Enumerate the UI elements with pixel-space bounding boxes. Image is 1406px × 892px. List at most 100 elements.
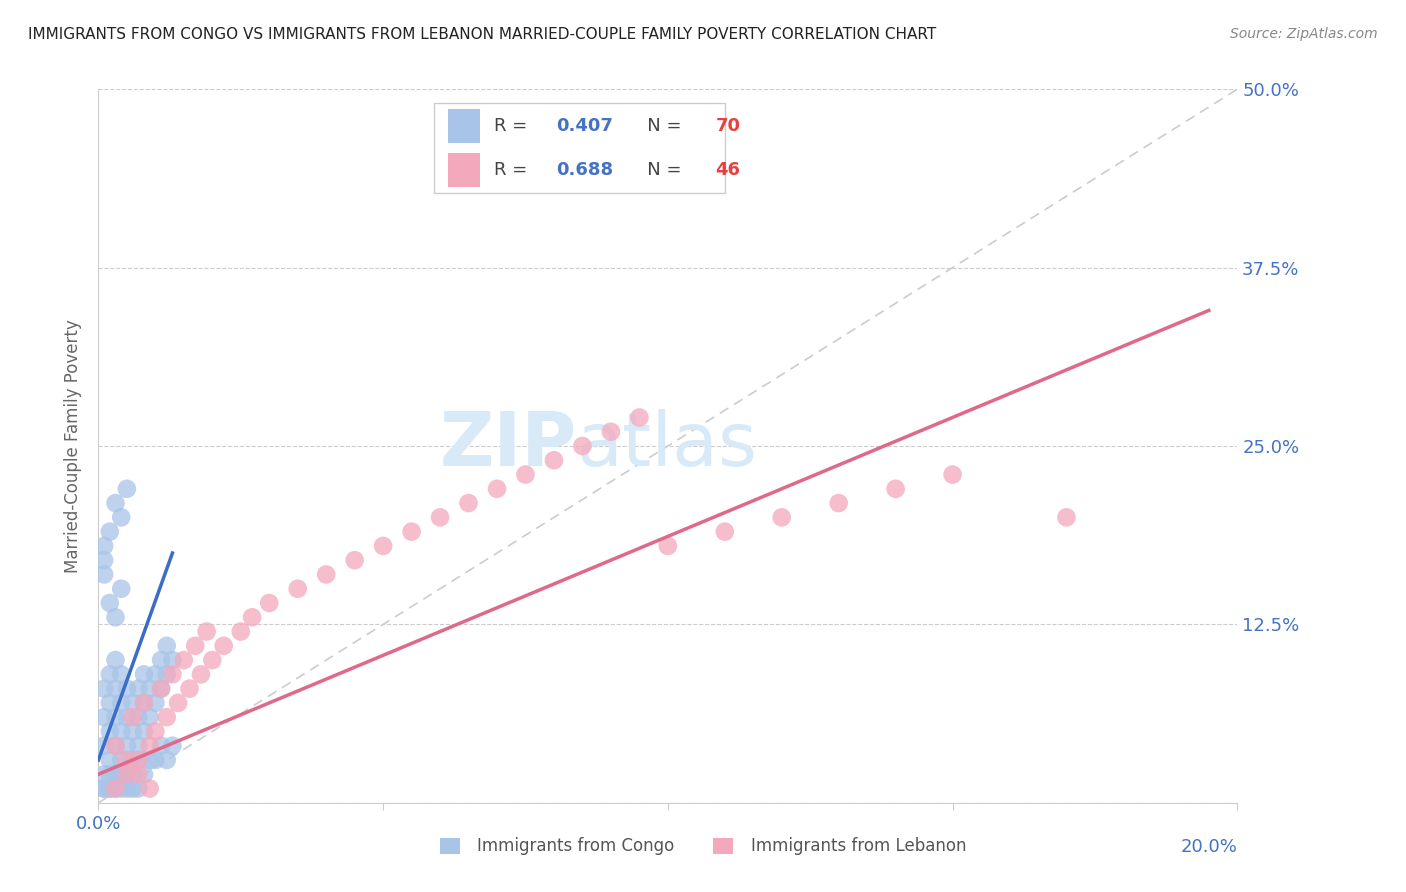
Point (138, 710, 160, 724)
Point (429, 510, 451, 524)
Point (138, 753, 160, 767)
Text: N =: N = (630, 117, 688, 135)
Point (229, 624, 252, 639)
Point (156, 639, 179, 653)
Point (104, 739, 127, 753)
Point (127, 681, 149, 696)
Point (179, 681, 201, 696)
Point (98, 667, 121, 681)
Point (110, 510, 132, 524)
Point (150, 681, 173, 696)
Point (127, 739, 149, 753)
Point (121, 710, 143, 724)
Point (104, 739, 127, 753)
Point (110, 753, 132, 767)
Point (115, 710, 138, 724)
FancyBboxPatch shape (434, 103, 725, 193)
Point (121, 696, 143, 710)
Point (104, 653, 127, 667)
Text: 0.688: 0.688 (557, 161, 613, 179)
Point (486, 482, 509, 496)
Point (145, 696, 167, 710)
Text: atlas: atlas (576, 409, 758, 483)
Point (150, 681, 173, 696)
Point (93, 781, 115, 796)
Text: IMMIGRANTS FROM CONGO VS IMMIGRANTS FROM LEBANON MARRIED-COUPLE FAMILY POVERTY C: IMMIGRANTS FROM CONGO VS IMMIGRANTS FROM… (28, 27, 936, 42)
Point (132, 767, 155, 781)
Point (104, 781, 127, 796)
Point (121, 724, 143, 739)
Text: 46: 46 (716, 161, 741, 179)
Point (110, 767, 132, 781)
Point (110, 724, 132, 739)
Text: Immigrants from Lebanon: Immigrants from Lebanon (751, 838, 966, 855)
Point (127, 753, 149, 767)
Point (138, 681, 160, 696)
Point (127, 781, 149, 796)
Point (201, 653, 224, 667)
Point (145, 667, 167, 681)
Point (942, 467, 965, 482)
Point (104, 767, 127, 781)
Point (162, 653, 184, 667)
Point (104, 496, 127, 510)
Point (401, 524, 423, 539)
Point (93, 710, 115, 724)
Point (110, 781, 132, 796)
Point (138, 739, 160, 753)
Point (93, 567, 115, 582)
Point (121, 753, 143, 767)
Point (115, 767, 138, 781)
Point (628, 410, 651, 425)
Point (98, 696, 121, 710)
Point (110, 582, 132, 596)
Point (110, 667, 132, 681)
Point (156, 667, 179, 681)
Point (600, 425, 623, 439)
Point (162, 739, 184, 753)
Point (770, 510, 793, 524)
Point (98, 767, 121, 781)
Point (98, 724, 121, 739)
Point (714, 524, 737, 539)
Point (884, 482, 907, 496)
Point (93, 781, 115, 796)
Point (156, 753, 179, 767)
Point (127, 753, 149, 767)
Point (457, 496, 479, 510)
Point (127, 767, 149, 781)
Point (145, 753, 167, 767)
Point (110, 696, 132, 710)
Point (104, 710, 127, 724)
Point (1056, 510, 1078, 524)
Point (104, 767, 127, 781)
Point (259, 596, 281, 610)
Point (93, 553, 115, 567)
Text: 20.0%: 20.0% (1181, 838, 1237, 856)
Point (98, 781, 121, 796)
Point (115, 482, 138, 496)
Bar (440, 838, 460, 855)
Point (150, 653, 173, 667)
Point (173, 653, 195, 667)
Text: Source: ZipAtlas.com: Source: ZipAtlas.com (1230, 27, 1378, 41)
Text: ZIP: ZIP (440, 409, 576, 483)
Point (190, 667, 212, 681)
Bar (449, 109, 479, 143)
Point (184, 639, 207, 653)
Text: 0.407: 0.407 (557, 117, 613, 135)
Point (162, 667, 184, 681)
Point (104, 681, 127, 696)
Point (156, 710, 179, 724)
Text: 70: 70 (716, 117, 741, 135)
Point (115, 767, 138, 781)
Point (212, 639, 235, 653)
Point (115, 681, 138, 696)
Point (93, 681, 115, 696)
Point (121, 767, 143, 781)
Point (127, 710, 149, 724)
Point (515, 467, 537, 482)
Bar (713, 838, 734, 855)
Point (93, 739, 115, 753)
Point (132, 667, 155, 681)
